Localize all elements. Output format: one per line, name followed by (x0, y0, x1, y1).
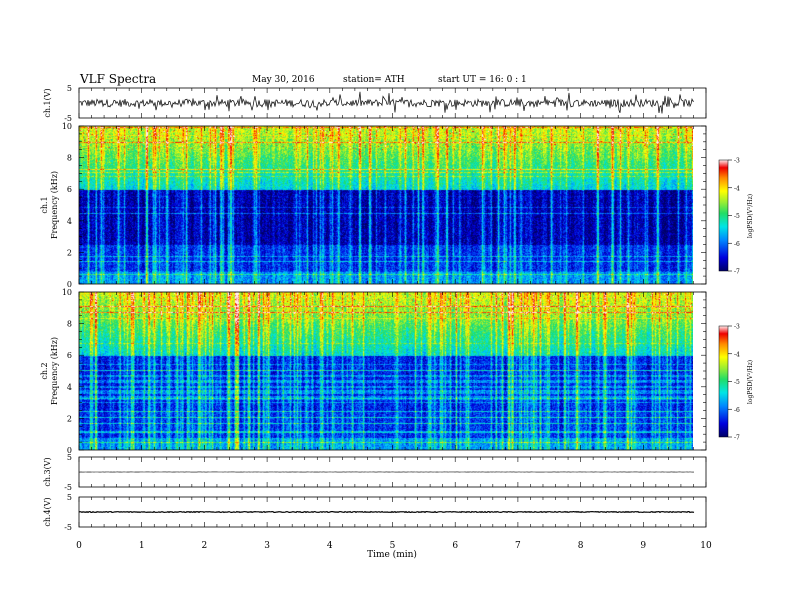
ch2-spectrogram-image (79, 292, 693, 450)
y-tick-label: 2 (67, 414, 72, 423)
colorbar-tick-label: -3 (734, 158, 740, 165)
x-tick-label: 5 (390, 541, 396, 551)
ch1-spectrogram-yticks: 0 2 4 6 8 10 (62, 122, 706, 289)
x-tick-label: 9 (640, 541, 646, 551)
colorbar-tick-label: -4 (734, 185, 740, 192)
ch1-waveform-xticks (78, 88, 707, 118)
ch2-spectrogram-panel: 0 2 4 6 8 10 ch.2 Frequency (kHz) (40, 288, 707, 455)
ch1-spectrogram-panel: 0 2 4 6 8 10 ch.1 Frequency (kHz) (40, 122, 707, 289)
x-tick-label: 0 (76, 541, 82, 551)
ch1-spectrogram-image (79, 126, 693, 284)
ch2-spec-ylabel: ch.2 (40, 362, 49, 379)
ch3-waveform-panel: 5 -5 ch.3(V) (43, 453, 707, 492)
colorbar-tick-label: -5 (734, 213, 740, 220)
date-label: May 30, 2016 (252, 75, 315, 85)
ch1-spec-ylabel-freq: Frequency (kHz) (50, 171, 59, 239)
time-axis-label: Time (min) (367, 549, 417, 560)
x-tick-label: 6 (452, 541, 458, 551)
ch2-colorbar-ticks: -3 -4 -5 -6 -7 (728, 324, 740, 442)
ch1-ylabel: ch.1(V) (43, 88, 52, 117)
colorbar-tick-label: -6 (734, 241, 740, 248)
x-tick-label: 2 (202, 541, 208, 551)
ch1-ytick-top: 5 (67, 84, 72, 93)
ch2-colorbar-label: logPSD(V²/Hz) (747, 360, 754, 404)
ch3-ytick-top: 5 (67, 453, 72, 462)
ch2-spectrogram-xticks (78, 292, 707, 450)
y-tick-label: 6 (67, 185, 72, 194)
y-tick-label: 0 (67, 446, 72, 455)
x-tick-label: 4 (327, 541, 333, 551)
ch3-ylabel: ch.3(V) (43, 457, 52, 486)
ch3-ytick-bottom: -5 (64, 483, 72, 492)
colorbar-tick-label: -3 (734, 324, 740, 331)
ch4-waveform-xticks (78, 497, 707, 527)
y-tick-label: 4 (67, 383, 72, 392)
x-tick-label: 3 (264, 541, 270, 551)
ch1-ytick-bottom: -5 (64, 114, 72, 123)
start-time-label: start UT = 16: 0 : 1 (438, 75, 527, 85)
ch4-ytick-bottom: -5 (64, 523, 72, 532)
ch2-colorbar: -3 -4 -5 -6 -7 logPSD(V²/Hz) (718, 324, 754, 442)
y-tick-label: 4 (67, 217, 72, 226)
ch1-spec-ylabel: ch.1 (40, 196, 49, 213)
y-tick-label: 0 (67, 280, 72, 289)
colorbar-tick-label: -6 (734, 407, 740, 414)
ch1-colorbar: -3 -4 -5 -6 -7 logPSD(V²/Hz) (718, 158, 754, 276)
station-label: station= ATH (343, 75, 405, 85)
x-tick-label: 7 (515, 541, 521, 551)
colorbar-tick-label: -7 (734, 435, 740, 442)
colorbar-tick-label: -4 (734, 351, 740, 358)
figure-title: VLF Spectra (79, 72, 156, 86)
y-tick-label: 10 (62, 122, 72, 131)
ch1-spectrogram-xticks (78, 126, 707, 284)
colorbar-tick-label: -7 (734, 269, 740, 276)
ch1-colorbar-ticks: -3 -4 -5 -6 -7 (728, 158, 740, 276)
y-tick-label: 2 (67, 248, 72, 257)
ch3-waveform-xticks (78, 457, 707, 487)
ch1-waveform-trace (78, 91, 695, 114)
ch4-waveform-trace (78, 510, 695, 514)
ch4-ytick-top: 5 (67, 493, 72, 502)
x-tick-label: 1 (139, 541, 145, 551)
time-axis-tick-labels: 0 1 2 3 4 5 6 7 8 9 10 (76, 541, 712, 551)
ch4-ylabel: ch.4(V) (43, 497, 52, 526)
ch1-colorbar-gradient (718, 159, 729, 272)
y-tick-label: 8 (67, 154, 72, 163)
y-tick-label: 6 (67, 351, 72, 360)
y-tick-label: 10 (62, 288, 72, 297)
ch2-spectrogram-yticks: 0 2 4 6 8 10 (62, 288, 706, 455)
y-tick-label: 8 (67, 320, 72, 329)
ch2-colorbar-gradient (718, 325, 729, 438)
ch1-colorbar-label: logPSD(V²/Hz) (747, 194, 754, 238)
ch2-spec-ylabel-freq: Frequency (kHz) (50, 337, 59, 405)
ch4-waveform-panel: 5 -5 ch.4(V) (43, 493, 707, 532)
ch1-waveform-panel: 5 -5 ch.1(V) (43, 84, 707, 123)
x-tick-label: 8 (578, 541, 584, 551)
x-tick-label: 10 (700, 541, 712, 551)
colorbar-tick-label: -5 (734, 379, 740, 386)
